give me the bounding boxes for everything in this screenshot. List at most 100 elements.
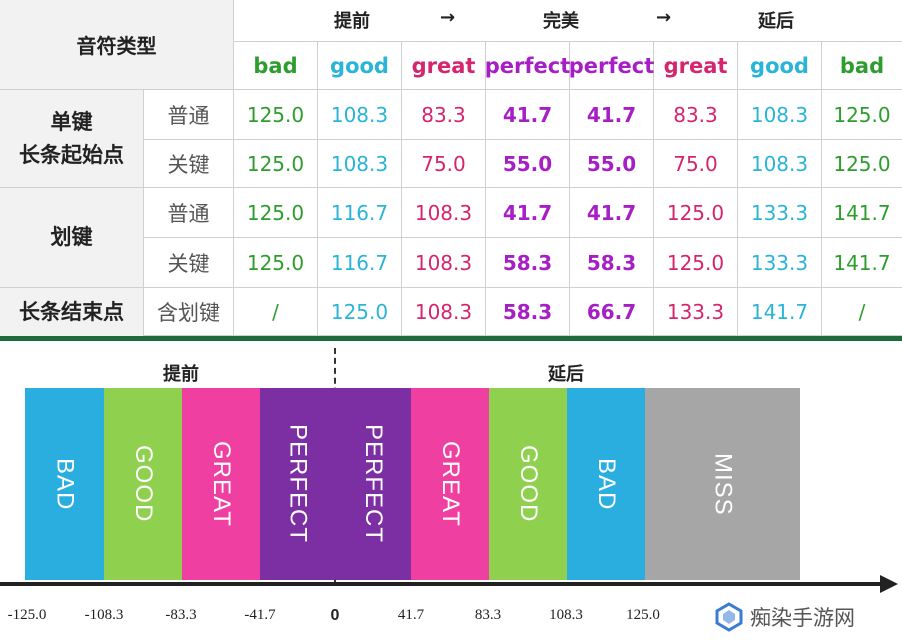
judgement-perfect-late: perfect bbox=[569, 42, 654, 90]
timing-table: 音符类型 提前 → 完美 → 延后 bad good great perfect… bbox=[0, 0, 902, 338]
table-cell: 83.3 bbox=[402, 90, 486, 140]
late-zone-label: 延后 bbox=[548, 364, 584, 385]
zone-bad-early: BAD bbox=[25, 388, 104, 580]
zone-label: MISS bbox=[709, 452, 737, 516]
row-sub-label: 普通 bbox=[144, 90, 234, 140]
note-type-header: 音符类型 bbox=[0, 0, 234, 90]
table-cell: / bbox=[234, 288, 318, 336]
table-cell: 116.7 bbox=[318, 188, 402, 238]
judgement-bad-early: bad bbox=[234, 42, 318, 90]
timing-arrow-1: → bbox=[440, 7, 456, 28]
watermark: 痴染手游网 bbox=[714, 602, 855, 632]
table-cell: 83.3 bbox=[654, 90, 738, 140]
zone-perfect-late: PERFECT bbox=[335, 388, 411, 580]
table-cell: 108.3 bbox=[402, 288, 486, 336]
table-cell: 108.3 bbox=[318, 90, 402, 140]
axis-tick-label: 125.0 bbox=[626, 607, 660, 623]
table-cell: 108.3 bbox=[738, 140, 822, 188]
timing-early-label: 提前 bbox=[334, 11, 370, 32]
group-tap-hold-start: 单键 长条起始点 bbox=[0, 90, 144, 188]
zone-good-late: GOOD bbox=[489, 388, 567, 580]
axis-arrow-icon bbox=[880, 575, 898, 593]
zone-label: PERFECT bbox=[360, 424, 387, 544]
table-cell: 125.0 bbox=[234, 238, 318, 288]
table-cell: 58.3 bbox=[486, 288, 570, 336]
table-cell: 58.3 bbox=[570, 238, 654, 288]
axis-tick-label: 83.3 bbox=[474, 607, 502, 623]
group-flick: 划键 bbox=[0, 188, 144, 288]
judgement-perfect-early: perfect bbox=[485, 42, 570, 90]
table-cell: 108.3 bbox=[738, 90, 822, 140]
table-cell: 125.0 bbox=[822, 90, 902, 140]
table-cell: 133.3 bbox=[654, 288, 738, 336]
axis-tick-label: 108.3 bbox=[549, 607, 583, 623]
table-cell: 141.7 bbox=[822, 188, 902, 238]
table-cell: 41.7 bbox=[486, 90, 570, 140]
zone-label: GOOD bbox=[515, 445, 542, 523]
table-cell: 141.7 bbox=[738, 288, 822, 336]
judgement-great-late: great bbox=[654, 42, 738, 90]
timing-header bbox=[234, 0, 902, 42]
zone-perfect-early: PERFECT bbox=[260, 388, 335, 580]
watermark-text: 痴染手游网 bbox=[750, 606, 855, 630]
zone-great-late: GREAT bbox=[411, 388, 489, 580]
table-cell: 125.0 bbox=[234, 140, 318, 188]
axis-tick-label: 0 bbox=[330, 607, 340, 624]
table-cell: 41.7 bbox=[570, 90, 654, 140]
judgement-good-late: good bbox=[738, 42, 822, 90]
judgement-bad-late: bad bbox=[822, 42, 902, 90]
zone-label: GREAT bbox=[437, 441, 464, 527]
table-cell: 125.0 bbox=[654, 238, 738, 288]
table-cell: 41.7 bbox=[570, 188, 654, 238]
table-cell: 58.3 bbox=[486, 238, 570, 288]
zone-label: GREAT bbox=[208, 441, 235, 527]
axis-tick-label: -83.3 bbox=[165, 607, 197, 623]
table-cell: 41.7 bbox=[486, 188, 570, 238]
zone-great-early: GREAT bbox=[182, 388, 260, 580]
judgement-good-early: good bbox=[318, 42, 402, 90]
table-cell: 108.3 bbox=[402, 238, 486, 288]
timing-late-label: 延后 bbox=[758, 11, 794, 32]
table-cell: 55.0 bbox=[486, 140, 570, 188]
row-sub-label: 普通 bbox=[144, 188, 234, 238]
axis-tick-label: -125.0 bbox=[7, 607, 47, 623]
table-cell: 133.3 bbox=[738, 238, 822, 288]
zone-label: GOOD bbox=[130, 445, 157, 523]
table-cell: 133.3 bbox=[738, 188, 822, 238]
zone-label: PERFECT bbox=[284, 424, 312, 544]
table-cell: 125.0 bbox=[654, 188, 738, 238]
logo-icon bbox=[715, 602, 743, 632]
group-hold-end: 长条结束点 bbox=[0, 288, 144, 338]
timing-perfect-label: 完美 bbox=[543, 11, 579, 32]
row-sub-label: 含划键 bbox=[144, 288, 234, 336]
timing-arrow-2: → bbox=[656, 7, 672, 28]
zone-bad-late: BAD bbox=[567, 388, 645, 580]
row-sub-label: 关键 bbox=[144, 140, 234, 188]
table-cell: 55.0 bbox=[570, 140, 654, 188]
zone-label: BAD bbox=[51, 457, 79, 511]
zone-miss: MISS bbox=[645, 388, 800, 580]
section-divider bbox=[0, 336, 902, 341]
axis-tick-label: -41.7 bbox=[244, 607, 276, 623]
table-cell: 75.0 bbox=[654, 140, 738, 188]
table-cell: 125.0 bbox=[234, 188, 318, 238]
group-label: 长条结束点 bbox=[19, 300, 124, 324]
zone-label: BAD bbox=[593, 457, 620, 511]
table-cell: 108.3 bbox=[402, 188, 486, 238]
table-cell: 125.0 bbox=[822, 140, 902, 188]
zone-good-early: GOOD bbox=[104, 388, 182, 580]
table-cell: 75.0 bbox=[402, 140, 486, 188]
table-cell: 66.7 bbox=[570, 288, 654, 336]
group-label-line2: 长条起始点 bbox=[19, 142, 124, 167]
row-sub-label: 关键 bbox=[144, 238, 234, 288]
table-cell: 108.3 bbox=[318, 140, 402, 188]
table-cell: 141.7 bbox=[822, 238, 902, 288]
judgement-great-early: great bbox=[402, 42, 486, 90]
table-cell: 125.0 bbox=[234, 90, 318, 140]
axis-tick-label: 41.7 bbox=[397, 607, 425, 623]
early-zone-label: 提前 bbox=[163, 364, 199, 385]
group-label: 划键 bbox=[50, 225, 93, 249]
axis-tick-label: -108.3 bbox=[84, 607, 124, 623]
group-label-line1: 单键 bbox=[50, 109, 93, 134]
timing-axis bbox=[0, 582, 884, 586]
